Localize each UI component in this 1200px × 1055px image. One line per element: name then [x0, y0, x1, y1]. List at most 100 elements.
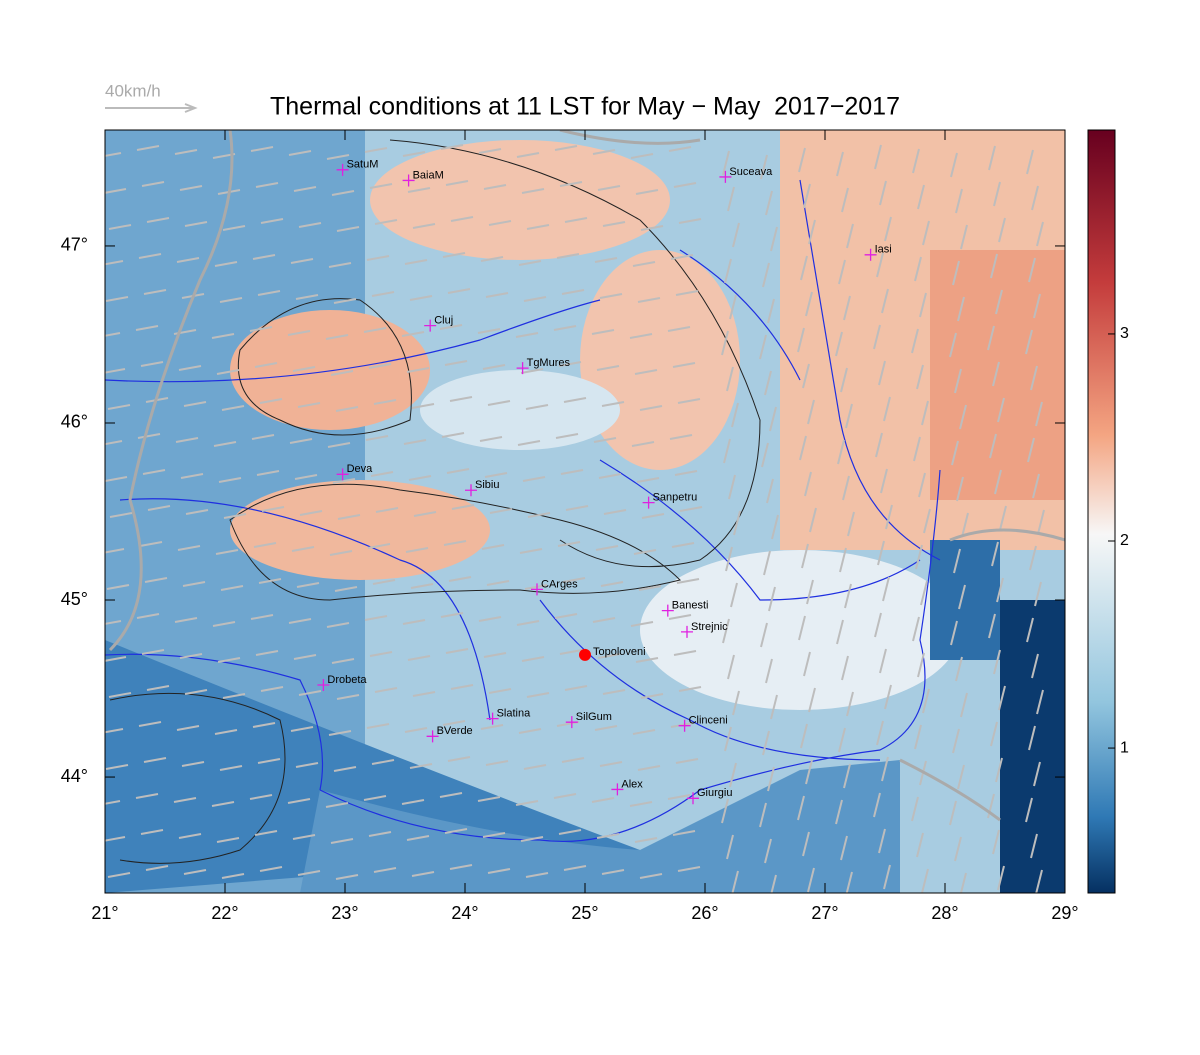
wind-arrow	[876, 252, 884, 278]
wind-arrow	[564, 217, 588, 223]
place-label: SatuM	[347, 159, 379, 171]
y-tick-label: 45°	[61, 589, 88, 609]
wind-arrow	[629, 801, 653, 807]
wind-arrow	[1025, 797, 1033, 823]
wind-arrow	[135, 793, 159, 799]
wind-arrow	[916, 364, 924, 390]
wind-arrow	[253, 542, 277, 548]
wind-arrow	[603, 509, 627, 515]
wind-arrow	[998, 217, 1006, 243]
site-marker	[579, 648, 591, 661]
wind-arrow	[838, 259, 846, 285]
wind-arrow	[105, 800, 121, 805]
wind-arrow	[293, 654, 317, 660]
wind-arrow	[334, 586, 358, 592]
place-label: Strejnic	[691, 621, 728, 633]
place-marker	[565, 716, 578, 729]
wind-arrow	[761, 442, 769, 468]
place-marker	[681, 625, 693, 638]
wind-arrow	[668, 146, 692, 152]
wind-arrow	[369, 183, 393, 189]
wind-arrow	[331, 658, 355, 664]
place-marker	[424, 319, 437, 332]
colorbar-tick-label: 2	[1120, 532, 1129, 549]
wind-arrow	[368, 831, 392, 837]
wind-arrow	[403, 439, 427, 445]
place-marker	[687, 792, 699, 805]
wind-arrow	[950, 152, 958, 178]
wind-arrow	[105, 656, 127, 662]
wind-arrow	[105, 620, 122, 625]
wind-arrow	[1030, 833, 1038, 859]
place-marker	[531, 583, 543, 596]
wind-arrow	[411, 403, 435, 409]
wind-arrow	[136, 145, 160, 151]
wind-arrow	[996, 577, 1004, 603]
wind-arrow	[524, 584, 548, 590]
wind-arrow	[725, 546, 733, 572]
wind-arrow	[105, 260, 124, 266]
wind-arrow	[635, 657, 659, 663]
x-tick-label: 26°	[691, 903, 718, 923]
place-marker	[611, 783, 624, 796]
wind-arrow	[179, 185, 203, 191]
wind-arrow	[483, 652, 507, 658]
wind-arrow	[401, 331, 425, 337]
wind-arrow	[256, 470, 280, 476]
wind-arrow	[486, 580, 510, 586]
x-tick-label: 27°	[811, 903, 838, 923]
wind-arrow	[485, 760, 509, 766]
wind-arrow	[997, 397, 1005, 423]
wind-arrow	[554, 145, 578, 151]
wind-arrow	[219, 297, 243, 303]
wind-arrow	[563, 397, 587, 403]
wind-arrow	[259, 398, 283, 404]
wind-arrow	[672, 830, 696, 836]
wind-arrow	[558, 361, 582, 367]
wind-arrow	[722, 150, 730, 176]
wind-arrow	[364, 615, 388, 621]
wind-arrow	[525, 404, 549, 410]
x-tick-label: 23°	[331, 903, 358, 923]
place-label: Drobeta	[327, 674, 367, 686]
wind-arrow	[678, 218, 702, 224]
wind-arrow	[517, 440, 541, 446]
place-label: Sanpetru	[653, 492, 698, 504]
wind-arrow	[177, 545, 201, 551]
wind-arrow	[594, 257, 618, 263]
wind-arrow	[145, 865, 169, 871]
place-marker	[864, 248, 877, 261]
wind-arrow	[105, 296, 129, 302]
wind-arrow	[669, 434, 693, 440]
wind-arrow	[1027, 437, 1035, 463]
wind-arrow	[519, 548, 543, 554]
wind-arrow	[732, 690, 740, 716]
wind-arrow	[178, 833, 202, 839]
wind-arrow	[287, 798, 311, 804]
wind-arrow	[733, 510, 741, 536]
wind-arrow	[105, 764, 129, 770]
wind-arrow	[556, 253, 580, 259]
wind-arrow	[173, 797, 197, 803]
wind-arrow	[1033, 761, 1041, 787]
wind-arrow	[258, 578, 282, 584]
wind-arrow	[408, 475, 432, 481]
place-marker	[642, 496, 655, 509]
wind-arrow	[336, 694, 360, 700]
wind-arrow	[641, 513, 665, 519]
wind-arrow	[670, 254, 694, 260]
wind-arrow	[251, 434, 275, 440]
wind-arrow	[364, 147, 388, 153]
wind-arrow	[527, 512, 551, 518]
wind-arrow	[762, 730, 770, 756]
map-title: Thermal conditions at 11 LST for May − M…	[270, 93, 900, 121]
wind-arrow	[250, 146, 274, 152]
wind-arrow	[771, 514, 779, 540]
wind-arrow	[731, 870, 739, 893]
wind-arrow	[412, 691, 436, 697]
wind-arrow	[885, 504, 893, 530]
wind-arrow	[767, 298, 775, 324]
wind-arrow	[1031, 185, 1039, 211]
wind-arrow	[1026, 149, 1034, 175]
wind-arrow	[639, 873, 663, 879]
